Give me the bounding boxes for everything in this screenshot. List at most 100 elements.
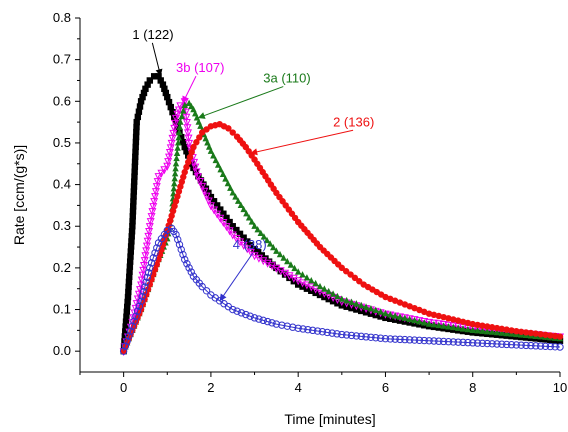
- data-point: [312, 279, 319, 287]
- data-point: [299, 271, 306, 278]
- data-point: [178, 178, 186, 186]
- annotation-arrowhead: [182, 95, 189, 104]
- data-point: [503, 329, 510, 337]
- data-point: [131, 173, 138, 180]
- data-point: [416, 317, 423, 325]
- data-point: [469, 320, 476, 328]
- data-point: [284, 257, 291, 265]
- data-point: [401, 335, 409, 344]
- x-tick-label: 4: [295, 380, 302, 395]
- data-point: [469, 326, 476, 333]
- data-point: [464, 325, 472, 333]
- data-point: [411, 304, 418, 312]
- data-point: [179, 138, 187, 146]
- data-point: [144, 81, 151, 88]
- data-point: [537, 330, 544, 338]
- data-point: [141, 283, 149, 291]
- data-point: [174, 144, 181, 151]
- data-point: [126, 258, 134, 265]
- data-point: [126, 327, 135, 335]
- data-point: [146, 77, 154, 84]
- data-point: [196, 134, 203, 141]
- y-tick-label: 0.4: [53, 177, 71, 192]
- data-point: [193, 173, 202, 182]
- data-point: [187, 268, 195, 276]
- data-point: [165, 98, 173, 106]
- data-point: [353, 300, 360, 307]
- data-point: [213, 210, 222, 219]
- data-point: [217, 206, 224, 213]
- data-point: [178, 112, 186, 120]
- data-point: [227, 184, 234, 191]
- data-point: [541, 342, 550, 351]
- data-point: [352, 332, 361, 340]
- data-point: [294, 324, 302, 332]
- data-point: [121, 342, 130, 350]
- data-point: [122, 318, 130, 325]
- data-point: [126, 263, 134, 270]
- data-point: [367, 305, 375, 312]
- data-point: [237, 201, 245, 209]
- data-point: [148, 276, 155, 283]
- data-point: [445, 323, 452, 330]
- data-point: [450, 323, 457, 331]
- data-point: [259, 316, 267, 325]
- data-point: [551, 332, 559, 340]
- data-point: [171, 113, 178, 121]
- x-tick-label: 2: [207, 380, 214, 395]
- data-point: [507, 340, 516, 349]
- data-point: [175, 188, 183, 195]
- data-point: [232, 193, 239, 200]
- data-point: [444, 321, 453, 330]
- data-point: [213, 202, 221, 209]
- data-point: [129, 203, 137, 210]
- data-point: [167, 103, 174, 111]
- data-point: [193, 139, 200, 146]
- data-point: [401, 314, 409, 321]
- data-point: [183, 163, 190, 171]
- data-point: [188, 148, 195, 156]
- data-point: [229, 223, 236, 230]
- data-point: [128, 238, 135, 245]
- data-point: [174, 123, 181, 131]
- data-point: [367, 333, 375, 341]
- data-point: [133, 128, 140, 136]
- data-point: [263, 236, 271, 244]
- data-point: [210, 198, 218, 205]
- data-point: [202, 185, 210, 192]
- data-point: [132, 153, 139, 161]
- data-point: [356, 278, 363, 285]
- data-point: [348, 298, 355, 305]
- data-point: [229, 305, 237, 314]
- data-point: [157, 77, 164, 84]
- data-point: [183, 129, 193, 138]
- data-point: [434, 320, 443, 329]
- data-point: [283, 322, 291, 330]
- data-point: [357, 332, 365, 341]
- data-point: [488, 324, 496, 331]
- data-point: [125, 283, 132, 291]
- data-point: [303, 274, 311, 281]
- data-point: [127, 248, 135, 255]
- data-point: [254, 226, 261, 233]
- data-point: [155, 73, 162, 80]
- data-point: [527, 341, 535, 350]
- data-point: [122, 328, 129, 335]
- data-point: [122, 323, 129, 330]
- data-point: [136, 103, 144, 110]
- data-point: [219, 218, 228, 227]
- data-point: [129, 208, 137, 215]
- y-axis-title: Rate [ccm/(g*s)]: [11, 145, 27, 245]
- data-point: [546, 342, 555, 351]
- data-point: [473, 339, 482, 347]
- data-point: [133, 118, 140, 126]
- data-point: [246, 312, 254, 320]
- data-point: [172, 230, 180, 239]
- data-point: [503, 326, 510, 333]
- data-point: [172, 164, 179, 172]
- data-point: [157, 169, 166, 178]
- data-point: [123, 313, 130, 320]
- annotation-arrowhead: [155, 68, 163, 77]
- data-point: [192, 168, 201, 177]
- y-tick-label: 0.8: [53, 10, 71, 25]
